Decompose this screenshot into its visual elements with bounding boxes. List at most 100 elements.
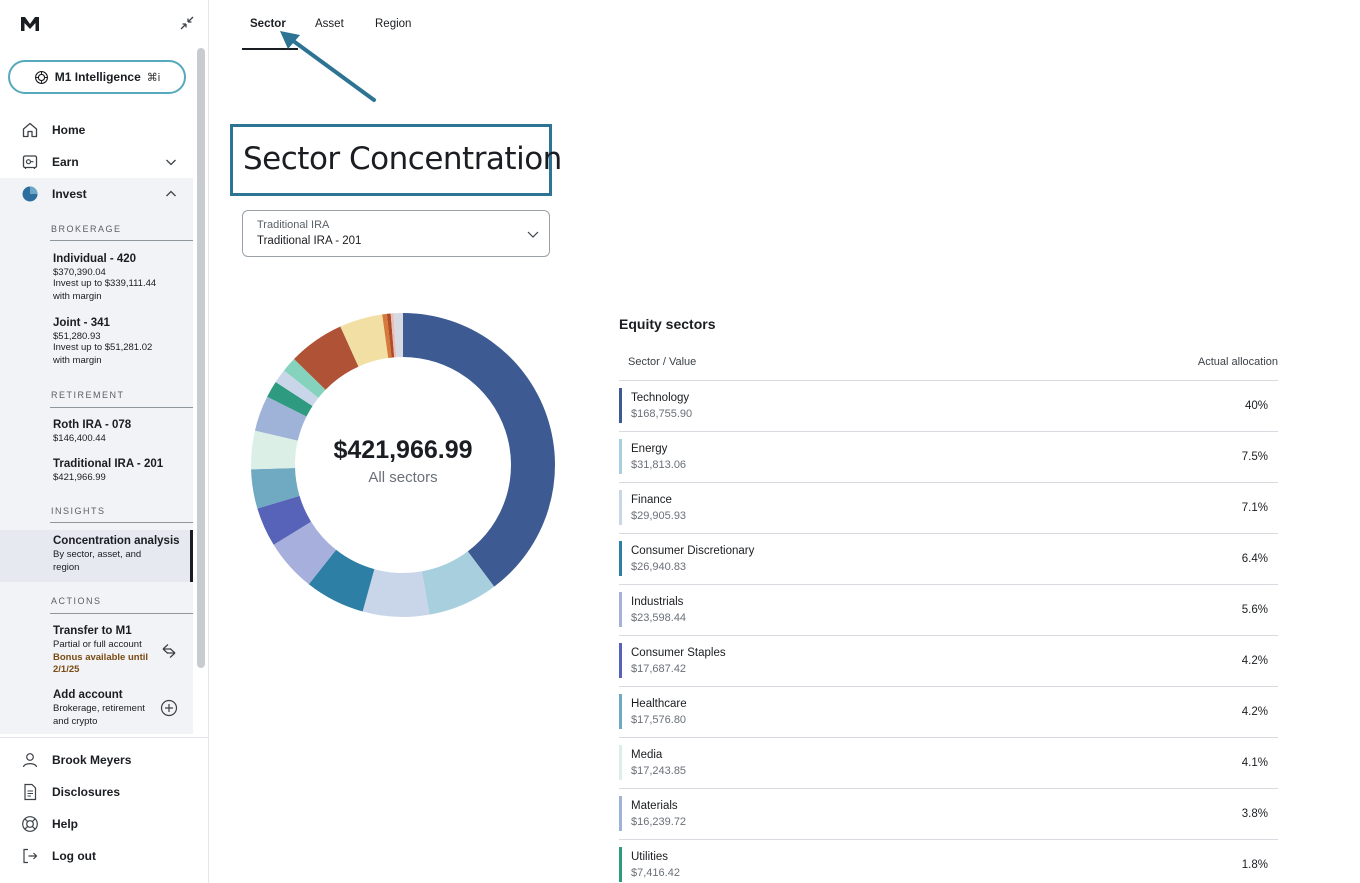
section-divider xyxy=(50,407,193,408)
action-name: Add account xyxy=(53,689,123,701)
annotation-arrow-icon xyxy=(280,31,376,102)
sidebar: M1 Intelligence ⌘i Home Earn Invest BROK… xyxy=(0,0,209,883)
donut-segment[interactable] xyxy=(275,370,319,407)
table-row[interactable]: Industrials $23,598.44 5.6% xyxy=(619,585,1278,636)
donut-segment[interactable] xyxy=(362,569,430,617)
nav-profile[interactable]: Brook Meyers xyxy=(0,744,193,776)
sector-allocation: 3.8% xyxy=(1241,808,1268,820)
sector-color-bar xyxy=(619,541,622,576)
tab-sector[interactable]: Sector xyxy=(250,18,286,30)
account-individual-420[interactable]: Individual - 420 $370,390.04 Invest up t… xyxy=(53,253,188,303)
sector-allocation: 7.5% xyxy=(1241,451,1268,463)
account-roth-ira-078[interactable]: Roth IRA - 078 $146,400.44 xyxy=(53,419,188,444)
donut-segment[interactable] xyxy=(421,551,495,615)
sidebar-scrollbar[interactable] xyxy=(197,48,205,668)
sector-allocation: 6.4% xyxy=(1241,553,1268,565)
chevron-down-icon[interactable] xyxy=(164,155,178,169)
account-name: Individual - 420 xyxy=(53,253,137,265)
account-selector[interactable]: Traditional IRA Traditional IRA - 201 xyxy=(242,210,550,257)
document-icon xyxy=(24,783,37,801)
table-row[interactable]: Technology $168,755.90 40% xyxy=(619,381,1278,432)
sector-value: $17,243.85 xyxy=(631,765,687,777)
table-row[interactable]: Utilities $7,416.42 1.8% xyxy=(619,840,1278,883)
nav-invest[interactable]: Invest xyxy=(0,178,193,210)
insight-sub: region xyxy=(53,561,80,573)
transfer-arrows-icon[interactable] xyxy=(160,642,178,660)
section-divider xyxy=(50,613,193,614)
section-retirement: RETIREMENT xyxy=(51,390,125,400)
table-row[interactable]: Finance $29,905.93 7.1% xyxy=(619,483,1278,534)
donut-segment[interactable] xyxy=(393,313,403,358)
insight-sub: By sector, asset, and xyxy=(53,549,142,560)
table-row[interactable]: Consumer Discretionary $26,940.83 6.4% xyxy=(619,534,1278,585)
donut-segment[interactable] xyxy=(251,468,300,509)
donut-segment[interactable] xyxy=(308,549,375,612)
action-bonus: 2/1/25 xyxy=(53,664,80,675)
account-joint-341[interactable]: Joint - 341 $51,280.93 Invest up to $51,… xyxy=(53,317,188,367)
action-bonus: Bonus available until xyxy=(53,651,149,663)
donut-segment[interactable] xyxy=(294,326,359,390)
action-add-account[interactable]: Add account Brokerage, retirement and cr… xyxy=(53,689,188,728)
action-name: Transfer to M1 xyxy=(53,625,132,637)
equity-sectors-title: Equity sectors xyxy=(619,316,716,332)
tab-region[interactable]: Region xyxy=(375,18,412,30)
nav-home[interactable]: Home xyxy=(0,114,193,146)
section-actions: ACTIONS xyxy=(51,596,102,606)
table-row[interactable]: Energy $31,813.06 7.5% xyxy=(619,432,1278,483)
sector-value: $29,905.93 xyxy=(631,510,687,522)
donut-segment[interactable] xyxy=(340,314,389,367)
donut-segment[interactable] xyxy=(283,359,326,398)
nav-disclosures[interactable]: Disclosures xyxy=(0,776,193,808)
chevron-down-icon xyxy=(527,231,539,238)
sector-allocation: 1.8% xyxy=(1241,859,1268,871)
account-value: $370,390.04 xyxy=(53,267,106,278)
donut-center: $421,966.99 All sectors xyxy=(250,436,556,486)
nav-profile-label: Brook Meyers xyxy=(52,753,132,767)
donut-segment[interactable] xyxy=(257,495,312,545)
sector-name: Consumer Discretionary xyxy=(631,545,755,557)
donut-segment[interactable] xyxy=(273,521,337,585)
donut-segment[interactable] xyxy=(390,313,397,358)
logout-icon xyxy=(23,848,38,864)
donut-segment[interactable] xyxy=(403,313,555,587)
nav-invest-label: Invest xyxy=(52,187,87,201)
sidebar-divider xyxy=(0,737,209,738)
nav-help[interactable]: Help xyxy=(0,808,193,840)
concentration-analysis-item[interactable] xyxy=(0,530,193,582)
account-selector-value: Traditional IRA - 201 xyxy=(257,235,362,247)
table-row[interactable]: Media $17,243.85 4.1% xyxy=(619,738,1278,789)
nav-logout[interactable]: Log out xyxy=(0,840,193,872)
sector-name: Industrials xyxy=(631,596,684,608)
m1-logo-icon[interactable] xyxy=(20,15,40,33)
donut-segment[interactable] xyxy=(254,396,307,441)
table-row[interactable]: Consumer Staples $17,687.42 4.2% xyxy=(619,636,1278,687)
account-value: $146,400.44 xyxy=(53,433,106,444)
donut-segment[interactable] xyxy=(251,430,298,470)
donut-segment[interactable] xyxy=(267,381,313,417)
tab-asset[interactable]: Asset xyxy=(315,18,344,30)
table-row[interactable]: Materials $16,239.72 3.8% xyxy=(619,789,1278,840)
m1-intelligence-button[interactable]: M1 Intelligence ⌘i xyxy=(8,60,186,94)
account-name: Traditional IRA - 201 xyxy=(53,458,164,470)
chevron-up-icon[interactable] xyxy=(164,187,178,201)
m1-intelligence-shortcut: ⌘i xyxy=(146,71,161,84)
sector-color-bar xyxy=(619,388,622,423)
account-traditional-ira-201[interactable]: Traditional IRA - 201 $421,966.99 xyxy=(53,458,188,483)
action-transfer-to-m1[interactable]: Transfer to M1 Partial or full account B… xyxy=(53,625,188,677)
sector-color-bar xyxy=(619,439,622,474)
donut-segment[interactable] xyxy=(386,313,395,358)
nav-earn[interactable]: Earn xyxy=(0,146,193,178)
donut-segment[interactable] xyxy=(382,313,392,359)
sector-name: Energy xyxy=(631,443,668,455)
account-value: $51,280.93 xyxy=(53,331,101,342)
sector-value: $168,755.90 xyxy=(631,408,693,420)
account-value: $421,966.99 xyxy=(53,472,106,483)
plus-circle-icon[interactable] xyxy=(160,699,178,717)
table-row[interactable]: Healthcare $17,576.80 4.2% xyxy=(619,687,1278,738)
action-sub: and crypto xyxy=(53,715,98,727)
collapse-sidebar-icon[interactable] xyxy=(178,14,196,32)
account-margin-line: Invest up to $339,111.44 xyxy=(53,278,157,289)
account-selector-label: Traditional IRA xyxy=(257,219,330,231)
sector-name: Utilities xyxy=(631,851,669,863)
account-name: Joint - 341 xyxy=(53,317,110,329)
